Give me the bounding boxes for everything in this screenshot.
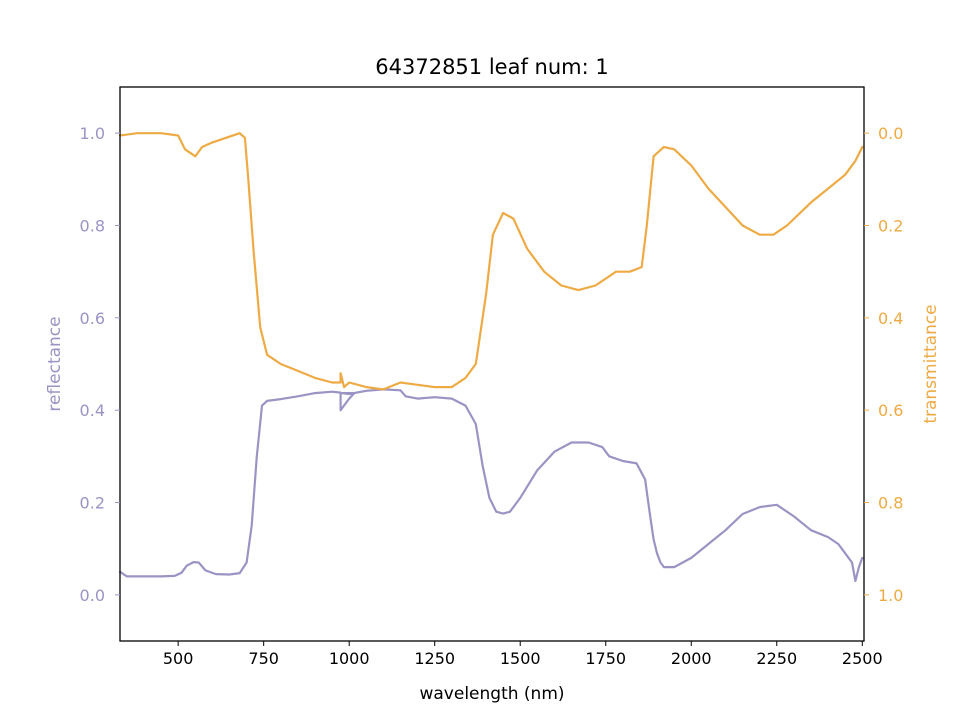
y-left-tick-label: 0.8: [80, 217, 105, 236]
y-left-tick-label: 0.2: [80, 494, 105, 513]
y-right-tick-label: 0.4: [878, 309, 903, 328]
x-tick-label: 750: [248, 649, 279, 668]
series-line-reflectance: [118, 388, 864, 583]
y-right-tick-label: 0.6: [878, 401, 903, 420]
y-right-tick-label: 0.0: [878, 124, 903, 143]
y-left-tick-label: 0.4: [80, 401, 105, 420]
y-left-tick-label: 1.0: [80, 124, 105, 143]
x-tick-label: 2000: [671, 649, 712, 668]
y-right-tick-label: 0.8: [878, 494, 903, 513]
x-tick-label: 1500: [500, 649, 541, 668]
y-right-tick-label: 1.0: [878, 586, 903, 605]
plot-area: [118, 132, 864, 583]
y-left-tick-label: 0.6: [80, 309, 105, 328]
y-left-tick-label: 0.0: [80, 586, 105, 605]
x-tick-label: 1250: [414, 649, 455, 668]
y-axis-left-label: reflectance: [45, 316, 65, 411]
x-tick-label: 500: [163, 649, 194, 668]
series-line-transmittance: [118, 132, 864, 391]
x-tick-label: 2250: [756, 649, 797, 668]
y-axis-right-label: transmittance: [921, 304, 941, 423]
x-axis-label: wavelength (nm): [419, 684, 564, 704]
y-right-tick-label: 0.2: [878, 217, 903, 236]
x-tick-label: 2500: [842, 649, 883, 668]
chart-title: 64372851 leaf num: 1: [375, 55, 608, 79]
x-tick-label: 1000: [329, 649, 370, 668]
plot-frame: [119, 86, 865, 642]
axes: 500 750 1000 1250 1500 1750 2000 2250 2500 0.0 0.2…: [80, 124, 904, 668]
x-tick-label: 1750: [585, 649, 626, 668]
